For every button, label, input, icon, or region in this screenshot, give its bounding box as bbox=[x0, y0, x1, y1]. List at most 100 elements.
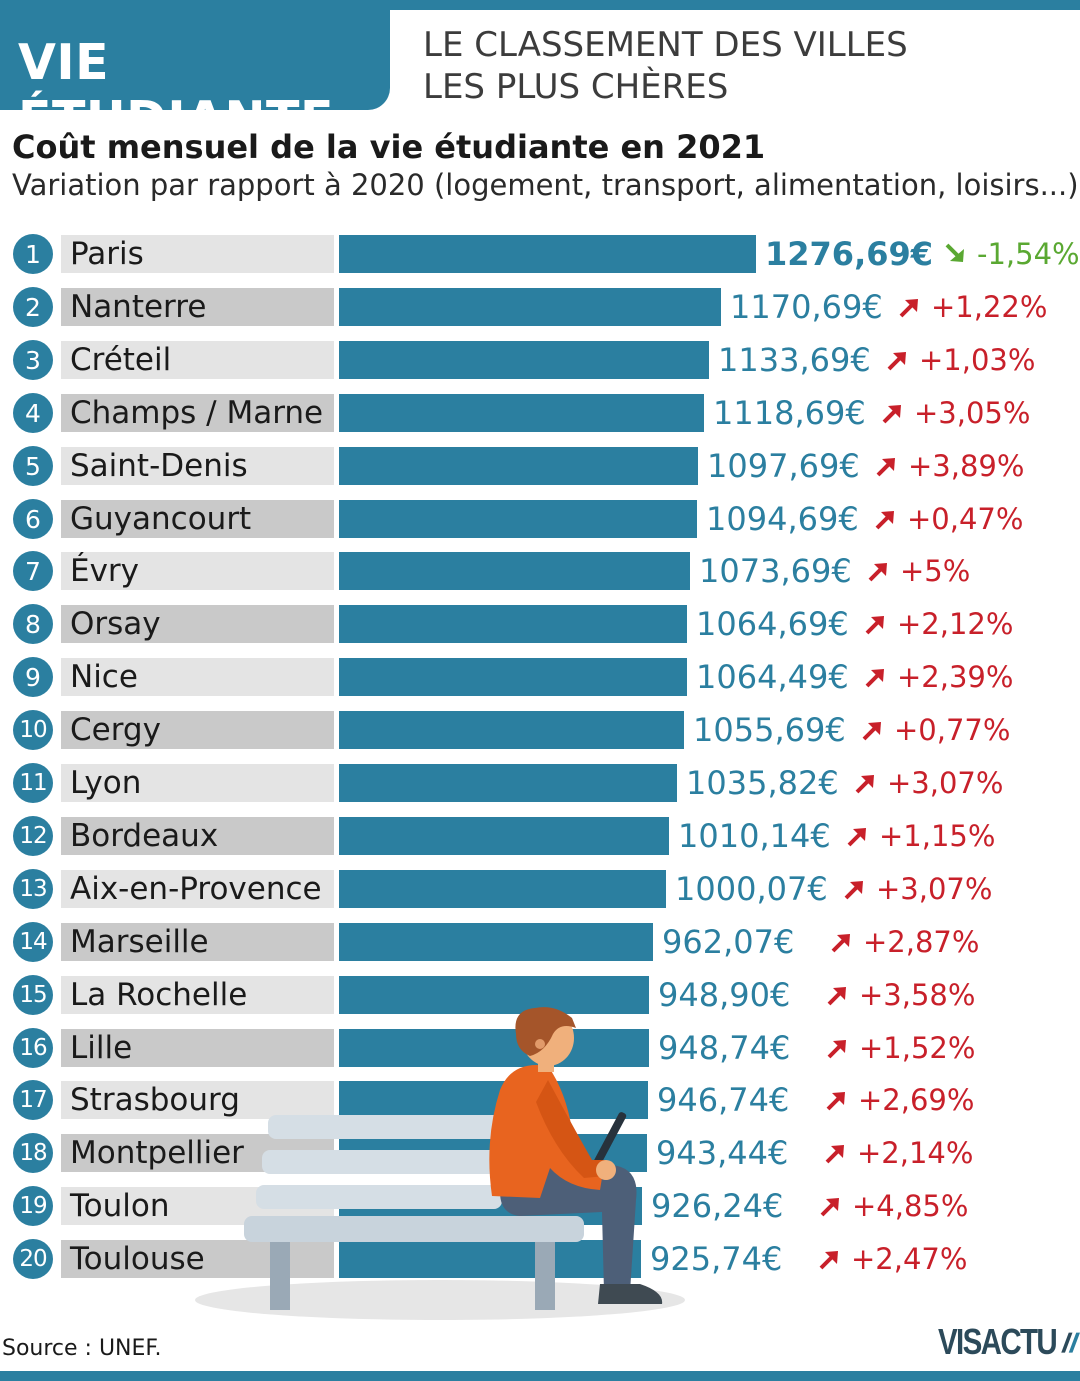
rank-badge: 6 bbox=[13, 499, 53, 539]
change-value: +5% bbox=[900, 554, 971, 588]
rank-badge: 9 bbox=[13, 657, 53, 697]
trend-up-icon bbox=[819, 1251, 838, 1270]
value-label: 1000,07€ bbox=[675, 870, 828, 908]
value-label: 1097,69€ bbox=[707, 447, 860, 485]
cost-bar bbox=[339, 447, 698, 485]
change-value: +2,87% bbox=[863, 925, 980, 959]
cost-bar bbox=[339, 235, 756, 273]
cost-bar bbox=[339, 500, 697, 538]
change-label: +2,69% bbox=[824, 1081, 974, 1119]
city-label: Bordeaux bbox=[61, 817, 334, 855]
rank-badge: 20 bbox=[13, 1239, 53, 1279]
bench-slat bbox=[256, 1185, 502, 1209]
value-label: 1276,69€ bbox=[765, 235, 934, 273]
top-stripe bbox=[0, 0, 1080, 10]
rank-badge: 3 bbox=[13, 340, 53, 380]
value-label: 946,74€ bbox=[657, 1081, 790, 1119]
value-label: 1094,69€ bbox=[706, 500, 859, 538]
cost-bar bbox=[339, 605, 687, 643]
change-label: +0,47% bbox=[873, 500, 1023, 538]
change-label: +3,07% bbox=[842, 870, 992, 908]
visactu-logo: VISACTU bbox=[938, 1320, 1080, 1364]
cost-bar bbox=[339, 1240, 641, 1278]
change-value: +3,07% bbox=[887, 766, 1004, 800]
cost-bar bbox=[339, 552, 690, 590]
change-value: +1,22% bbox=[931, 290, 1048, 324]
cost-bar bbox=[339, 870, 666, 908]
cost-bar bbox=[339, 1081, 648, 1119]
rank-badge: 8 bbox=[13, 604, 53, 644]
trend-up-icon bbox=[844, 881, 863, 900]
rank-badge: 16 bbox=[13, 1028, 53, 1068]
change-value: +1,52% bbox=[859, 1031, 976, 1065]
city-label: Champs / Marne bbox=[61, 394, 334, 432]
cost-bar bbox=[339, 764, 677, 802]
trend-up-icon bbox=[827, 1040, 846, 1059]
student-shoe bbox=[598, 1284, 663, 1304]
city-label: Évry bbox=[61, 552, 334, 590]
cost-bar bbox=[339, 923, 653, 961]
value-label: 948,74€ bbox=[658, 1029, 791, 1067]
trend-up-icon bbox=[865, 616, 884, 635]
change-value: +3,05% bbox=[914, 396, 1031, 430]
value-label: 926,24€ bbox=[651, 1187, 784, 1225]
chart-subtitle: Variation par rapport à 2020 (logement, … bbox=[12, 168, 1079, 202]
city-label: Lille bbox=[61, 1029, 334, 1067]
rank-badge: 12 bbox=[13, 816, 53, 856]
trend-up-icon bbox=[875, 511, 894, 530]
bottom-stripe bbox=[0, 1371, 1080, 1381]
change-label: +0,77% bbox=[860, 711, 1010, 749]
change-value: +2,47% bbox=[851, 1242, 968, 1276]
change-value: +2,39% bbox=[897, 660, 1014, 694]
trend-up-icon bbox=[876, 458, 895, 477]
city-label: Nice bbox=[61, 658, 334, 696]
change-value: +0,47% bbox=[907, 502, 1024, 536]
change-value: +1,15% bbox=[879, 819, 996, 853]
cost-bar bbox=[339, 817, 669, 855]
change-label: -1,54% bbox=[943, 235, 1080, 273]
rank-badge: 18 bbox=[13, 1133, 53, 1173]
trend-up-icon bbox=[855, 775, 874, 794]
student-ear bbox=[535, 1039, 545, 1049]
change-value: +2,12% bbox=[897, 607, 1014, 641]
change-label: +2,47% bbox=[817, 1240, 967, 1278]
rank-badge: 17 bbox=[13, 1080, 53, 1120]
change-value: +3,58% bbox=[859, 978, 976, 1012]
change-label: +3,89% bbox=[874, 447, 1024, 485]
change-value: +2,14% bbox=[857, 1136, 974, 1170]
rank-badge: 13 bbox=[13, 869, 53, 909]
city-label: Marseille bbox=[61, 923, 334, 961]
rank-badge: 4 bbox=[13, 393, 53, 433]
chart-title: Coût mensuel de la vie étudiante en 2021 bbox=[12, 128, 766, 166]
change-label: +4,85% bbox=[818, 1187, 968, 1225]
city-label: Orsay bbox=[61, 605, 334, 643]
value-label: 1073,69€ bbox=[699, 552, 852, 590]
change-label: +2,12% bbox=[863, 605, 1013, 643]
value-label: 1010,14€ bbox=[678, 817, 831, 855]
trend-up-icon bbox=[820, 1198, 839, 1217]
ground-shadow bbox=[195, 1280, 685, 1320]
rank-badge: 11 bbox=[13, 763, 53, 803]
value-label: 1064,49€ bbox=[696, 658, 849, 696]
city-label: Saint-Denis bbox=[61, 447, 334, 485]
change-value: -1,54% bbox=[977, 237, 1080, 271]
city-label: La Rochelle bbox=[61, 976, 334, 1014]
value-label: 1118,69€ bbox=[713, 394, 866, 432]
trend-up-icon bbox=[862, 722, 881, 741]
bench-leg bbox=[535, 1242, 555, 1310]
trend-up-icon bbox=[887, 352, 906, 371]
city-label: Lyon bbox=[61, 764, 334, 802]
change-value: +1,03% bbox=[919, 343, 1036, 377]
cost-bar bbox=[339, 341, 709, 379]
rank-badge: 1 bbox=[13, 234, 53, 274]
value-label: 1035,82€ bbox=[686, 764, 839, 802]
header-subtitle-line2: LES PLUS CHÈRES bbox=[423, 67, 729, 107]
change-value: +4,85% bbox=[852, 1189, 969, 1223]
trend-up-icon bbox=[868, 563, 887, 582]
cost-bar bbox=[339, 288, 721, 326]
header-subtitle: LE CLASSEMENT DES VILLES LES PLUS CHÈRES bbox=[423, 24, 908, 108]
change-value: +3,07% bbox=[876, 872, 993, 906]
header-title: VIE ÉTUDIANTE bbox=[18, 34, 334, 148]
